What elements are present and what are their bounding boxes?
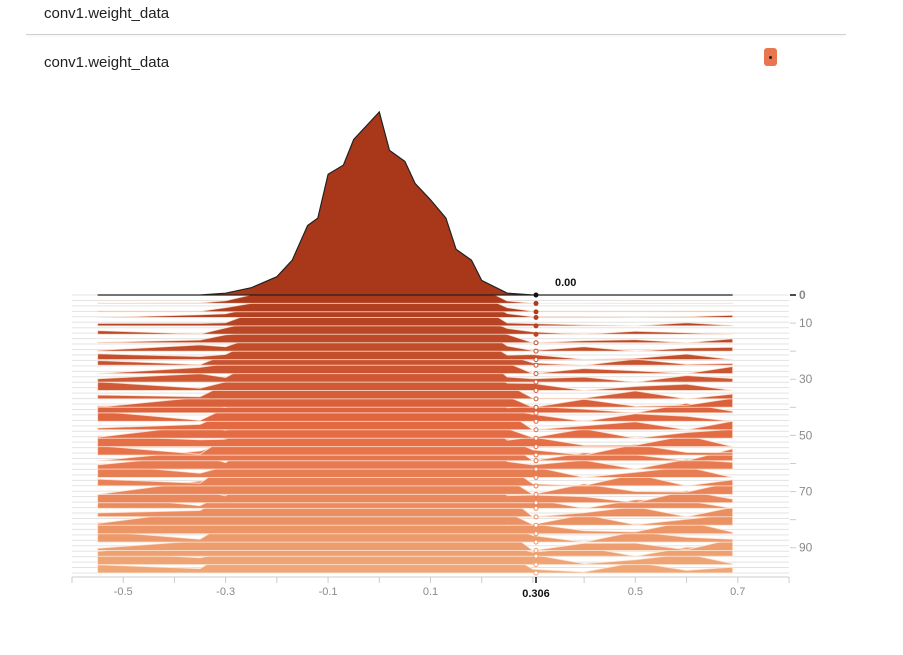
hover-dot — [533, 500, 539, 506]
hover-dot — [533, 300, 539, 306]
hover-dot — [533, 371, 539, 377]
hover-point — [533, 292, 539, 298]
hover-dot — [533, 562, 539, 568]
hover-dot — [533, 505, 539, 511]
hover-dot — [533, 387, 539, 393]
x-axis: -0.5 -0.3 -0.1 0.1 0.5 0.7 0.306 — [71, 576, 790, 600]
y-axis: 0 10 30 50 70 90 — [790, 288, 813, 555]
hover-dot — [533, 444, 539, 450]
hover-dot — [533, 458, 539, 464]
card-divider — [26, 34, 846, 35]
hover-dot — [533, 491, 539, 497]
hover-dot — [533, 466, 539, 472]
hover-dot — [533, 418, 539, 424]
hover-dot — [533, 404, 539, 410]
hover-dot — [533, 348, 539, 354]
hover-dot — [533, 410, 539, 416]
x-tick-label: -0.1 — [319, 586, 338, 598]
hover-dot — [533, 539, 539, 545]
hover-dot — [533, 475, 539, 481]
hover-dot — [533, 435, 539, 441]
hover-dot — [533, 340, 539, 346]
x-tick-label: 0.1 — [423, 586, 438, 598]
x-tick-label: 0.7 — [730, 586, 745, 598]
page-title: conv1.weight_data — [44, 5, 170, 22]
hover-dot — [533, 396, 539, 402]
x-tick-label: 0.5 — [628, 586, 643, 598]
y-tick-label: 30 — [799, 372, 813, 386]
hover-dot — [533, 314, 539, 320]
legend-swatch[interactable] — [764, 48, 777, 66]
hover-dot — [533, 553, 539, 559]
chart-title: conv1.weight_data — [44, 54, 170, 71]
legend-dot-icon — [769, 56, 772, 59]
hover-dot — [533, 570, 539, 576]
y-tick-label: 90 — [799, 541, 813, 555]
hover-x-label: 0.306 — [522, 588, 550, 600]
hover-dot — [533, 522, 539, 528]
hover-value-label: 0.00 — [555, 277, 576, 289]
hover-dot — [533, 323, 539, 329]
hover-dot — [533, 483, 539, 489]
hover-dot — [533, 379, 539, 385]
x-tick-label: -0.3 — [216, 586, 235, 598]
ridge-step-0 — [97, 110, 733, 296]
hover-dot — [533, 514, 539, 520]
hover-dot — [533, 331, 539, 337]
hover-guide: 0.00 — [533, 277, 576, 576]
y-tick-label: 0 — [799, 288, 806, 302]
y-tick-label: 10 — [799, 316, 813, 330]
hover-dot — [533, 452, 539, 458]
x-tick-label: -0.5 — [114, 586, 133, 598]
hover-dot — [533, 357, 539, 363]
hover-dot — [533, 362, 539, 368]
y-tick-label: 70 — [799, 485, 813, 499]
hover-dot — [533, 531, 539, 537]
hover-dot — [533, 548, 539, 554]
hover-dot — [533, 309, 539, 315]
histogram-ridges — [97, 110, 734, 574]
hover-dot — [533, 427, 539, 433]
y-tick-label: 50 — [799, 428, 813, 442]
